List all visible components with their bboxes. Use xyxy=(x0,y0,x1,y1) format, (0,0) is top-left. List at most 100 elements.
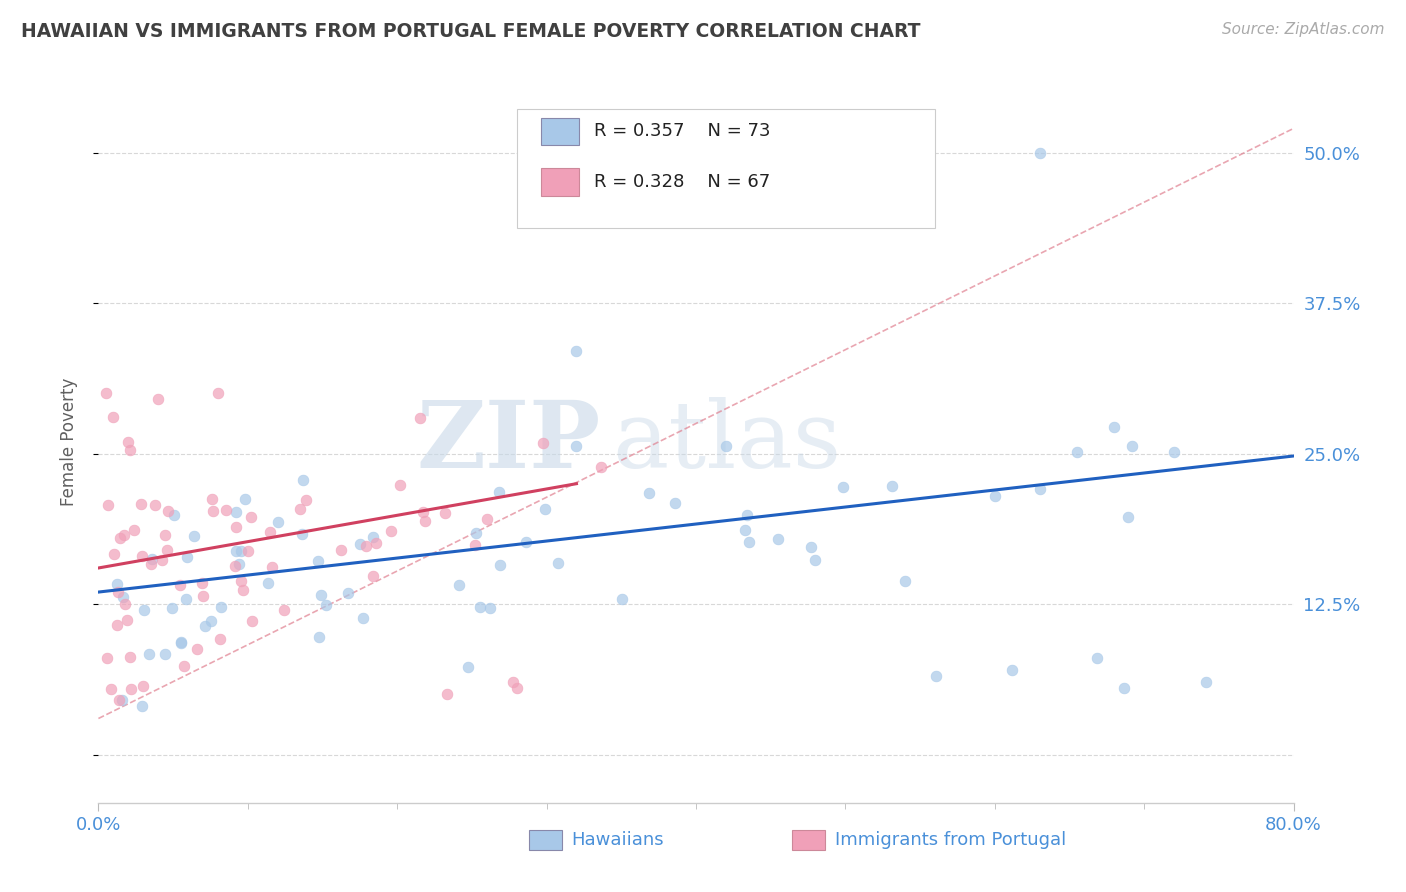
Text: R = 0.357    N = 73: R = 0.357 N = 73 xyxy=(595,122,770,140)
Point xyxy=(122,523,145,537)
Point xyxy=(107,585,129,599)
Point xyxy=(214,503,236,517)
Point xyxy=(565,439,588,453)
Point xyxy=(309,588,332,602)
Point xyxy=(336,586,359,600)
Point xyxy=(349,536,371,550)
Point xyxy=(173,659,195,673)
Point xyxy=(364,535,387,549)
Point xyxy=(224,559,246,574)
Point xyxy=(225,505,247,519)
Point xyxy=(925,669,948,683)
Point xyxy=(1001,664,1024,678)
Point xyxy=(737,534,759,549)
Point xyxy=(737,508,759,523)
Point xyxy=(330,543,353,558)
Point xyxy=(457,660,479,674)
Point xyxy=(115,613,138,627)
Point xyxy=(103,410,125,425)
Point xyxy=(475,512,498,526)
Point xyxy=(1028,482,1050,496)
Point xyxy=(141,551,163,566)
Point xyxy=(163,508,186,522)
Point xyxy=(229,544,252,558)
Point xyxy=(294,493,316,508)
Y-axis label: Female Poverty: Female Poverty xyxy=(59,377,77,506)
Point xyxy=(200,614,222,628)
Point xyxy=(176,549,198,564)
Point xyxy=(156,542,179,557)
Point xyxy=(415,514,437,528)
Point xyxy=(112,528,135,542)
Point xyxy=(105,576,128,591)
Point xyxy=(565,344,588,359)
Point xyxy=(134,603,156,617)
Point xyxy=(315,598,337,612)
Point xyxy=(506,681,529,696)
Point xyxy=(267,515,290,529)
Point xyxy=(464,537,486,551)
Point xyxy=(131,549,153,563)
Point xyxy=(112,590,135,604)
Point xyxy=(714,439,737,453)
Point xyxy=(162,601,184,615)
Point xyxy=(637,486,659,500)
Point xyxy=(114,597,136,611)
FancyBboxPatch shape xyxy=(541,168,579,196)
Point xyxy=(515,534,537,549)
Point xyxy=(308,631,330,645)
Text: ZIP: ZIP xyxy=(416,397,600,486)
Point xyxy=(229,574,252,589)
Point xyxy=(1116,509,1139,524)
Point xyxy=(433,506,456,520)
Point xyxy=(96,651,118,665)
Point xyxy=(356,539,378,553)
Point xyxy=(132,680,155,694)
FancyBboxPatch shape xyxy=(529,830,562,850)
Point xyxy=(380,524,402,538)
Point xyxy=(831,480,853,494)
Point xyxy=(120,682,142,697)
Text: HAWAIIAN VS IMMIGRANTS FROM PORTUGAL FEMALE POVERTY CORRELATION CHART: HAWAIIAN VS IMMIGRANTS FROM PORTUGAL FEM… xyxy=(21,22,921,41)
Point xyxy=(1066,445,1088,459)
Point xyxy=(1163,445,1185,459)
Point xyxy=(547,556,569,570)
Point xyxy=(470,600,492,615)
Point xyxy=(610,591,633,606)
Point xyxy=(108,531,131,545)
Point xyxy=(145,498,167,512)
Point xyxy=(194,619,217,633)
Point xyxy=(388,478,411,492)
Point xyxy=(232,582,254,597)
Point xyxy=(361,530,384,544)
Point xyxy=(589,460,612,475)
Point xyxy=(800,540,823,554)
Point xyxy=(1194,675,1216,690)
Point xyxy=(488,485,510,500)
Point xyxy=(111,692,134,706)
Point xyxy=(1104,419,1126,434)
Point xyxy=(734,523,756,537)
Point xyxy=(139,557,162,571)
Text: atlas: atlas xyxy=(613,397,842,486)
Point xyxy=(207,386,229,401)
Point xyxy=(1028,145,1050,160)
Point xyxy=(361,569,384,583)
Text: Hawaiians: Hawaiians xyxy=(572,830,664,848)
Point xyxy=(664,496,686,510)
Point xyxy=(202,504,225,518)
Point xyxy=(156,504,179,518)
Point xyxy=(100,682,122,697)
Point xyxy=(129,497,152,511)
Point xyxy=(412,505,434,519)
Point xyxy=(186,642,208,657)
Point xyxy=(880,478,903,492)
Point xyxy=(108,693,131,707)
Point xyxy=(240,510,263,524)
Point xyxy=(533,501,555,516)
Point xyxy=(97,498,120,512)
Point xyxy=(240,615,263,629)
Point xyxy=(804,552,827,566)
Point xyxy=(766,532,789,546)
Point xyxy=(1121,439,1143,453)
